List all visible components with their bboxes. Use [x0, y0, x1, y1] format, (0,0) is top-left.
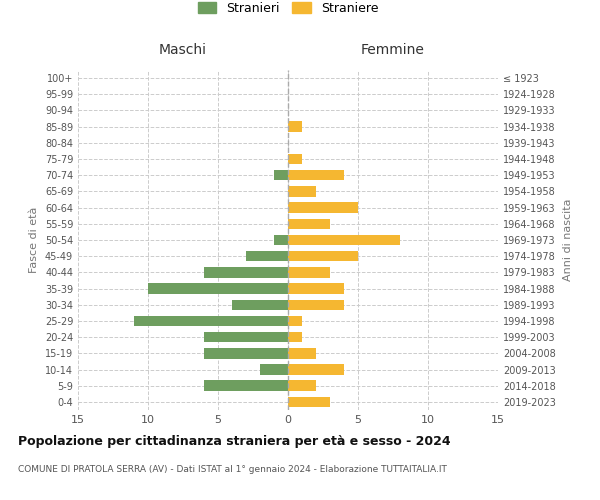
Bar [288, 348, 316, 358]
Bar [274, 234, 288, 246]
Bar [288, 186, 316, 196]
Y-axis label: Anni di nascita: Anni di nascita [563, 198, 572, 281]
Bar [288, 332, 302, 342]
Bar [288, 154, 302, 164]
Bar [204, 380, 288, 391]
Bar [204, 332, 288, 342]
Bar [204, 348, 288, 358]
Bar [288, 380, 316, 391]
Bar [260, 364, 288, 375]
Bar [288, 364, 344, 375]
Bar [288, 396, 330, 407]
Bar [288, 251, 358, 262]
Text: COMUNE DI PRATOLA SERRA (AV) - Dati ISTAT al 1° gennaio 2024 - Elaborazione TUTT: COMUNE DI PRATOLA SERRA (AV) - Dati ISTA… [18, 465, 447, 474]
Bar [288, 202, 358, 213]
Bar [134, 316, 288, 326]
Bar [288, 316, 302, 326]
Legend: Stranieri, Straniere: Stranieri, Straniere [193, 0, 383, 20]
Text: Popolazione per cittadinanza straniera per età e sesso - 2024: Popolazione per cittadinanza straniera p… [18, 435, 451, 448]
Bar [288, 122, 302, 132]
Y-axis label: Fasce di età: Fasce di età [29, 207, 39, 273]
Bar [274, 170, 288, 180]
Bar [288, 234, 400, 246]
Bar [288, 170, 344, 180]
Bar [204, 267, 288, 278]
Bar [288, 300, 344, 310]
Bar [246, 251, 288, 262]
Bar [288, 284, 344, 294]
Text: Femmine: Femmine [361, 43, 425, 57]
Bar [232, 300, 288, 310]
Text: Maschi: Maschi [159, 43, 207, 57]
Bar [288, 267, 330, 278]
Bar [148, 284, 288, 294]
Bar [288, 218, 330, 229]
